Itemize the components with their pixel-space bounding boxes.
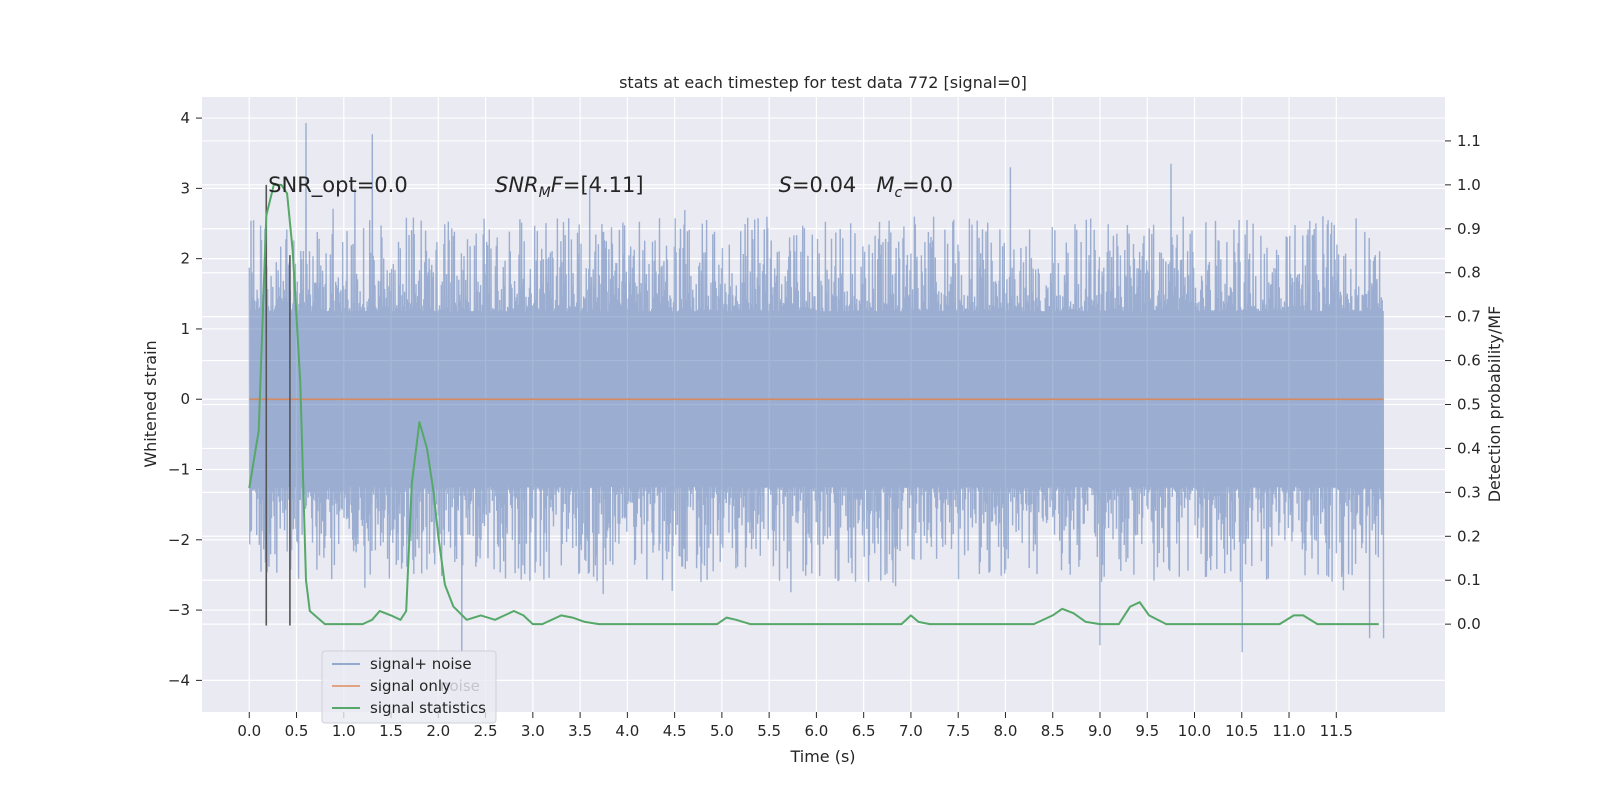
y-right-tick-label: 0.7 (1457, 308, 1481, 326)
y-right-tick-label: 0.5 (1457, 396, 1481, 414)
y-left-tick-label: 4 (180, 109, 190, 127)
legend-box (321, 650, 497, 724)
x-tick-label: 4.0 (615, 722, 639, 740)
annotation-snr-opt: SNR_opt=0.0 (268, 173, 408, 198)
y-left-tick-label: 1 (180, 320, 190, 338)
y-left-tick-label: 2 (180, 250, 190, 268)
y-right-tick-label: 0.3 (1457, 483, 1481, 501)
x-tick-label: 5.0 (710, 722, 734, 740)
annotation-snr-mf: SNRMF=[4.11] (495, 173, 644, 201)
x-tick-label: 11.0 (1272, 722, 1305, 740)
annotation-s-mc: S=0.04 Mc=0.0 (779, 173, 954, 201)
x-tick-label: 8.0 (994, 722, 1018, 740)
legend-label: signal only (370, 677, 451, 695)
y-right-tick-label: 0.1 (1457, 571, 1481, 589)
legend-label: signal statistics (370, 699, 486, 717)
y-right-tick-label: 0.2 (1457, 527, 1481, 545)
vertical-markers (265, 184, 291, 626)
x-tick-label: 3.0 (521, 722, 545, 740)
y-left-tick-label: 0 (180, 390, 190, 408)
x-tick-label: 10.5 (1225, 722, 1258, 740)
x-tick-label: 8.5 (1041, 722, 1065, 740)
y-right-tick-label: 0.8 (1457, 264, 1481, 282)
x-tick-label: 9.0 (1088, 722, 1112, 740)
legend-label: signal+ noise (370, 655, 472, 673)
x-tick-label: 0.5 (285, 722, 309, 740)
y-right-tick-label: 0.0 (1457, 615, 1481, 633)
y-left-tick-label: −1 (168, 461, 190, 479)
chart-title: stats at each timestep for test data 772… (619, 73, 1027, 92)
statistics-line (248, 183, 1379, 626)
x-tick-label: 11.5 (1320, 722, 1353, 740)
y-left-tick-label: −2 (168, 531, 190, 549)
y-right-tick-label: 0.9 (1457, 220, 1481, 238)
x-tick-label: 5.5 (757, 722, 781, 740)
y-right-tick-label: 0.4 (1457, 439, 1481, 457)
y-axis-label-left: Whitened strain (141, 340, 160, 467)
x-tick-label: 0.0 (237, 722, 261, 740)
x-tick-label: 2.5 (474, 722, 498, 740)
y-right-tick-label: 0.6 (1457, 352, 1481, 370)
x-tick-label: 1.5 (379, 722, 403, 740)
x-tick-label: 10.0 (1178, 722, 1211, 740)
x-tick-label: 7.5 (946, 722, 970, 740)
y-left-tick-label: 3 (180, 179, 190, 197)
legend: noise signal+ noise signal only signal sta… (321, 650, 497, 724)
y-right-tick-label: 1.0 (1457, 176, 1481, 194)
x-axis-label: Time (s) (789, 747, 855, 766)
y-left-tick-label: −4 (168, 671, 190, 689)
y-left-tick-label: −3 (168, 601, 190, 619)
x-tick-label: 2.0 (426, 722, 450, 740)
annotations: SNR_opt=0.0 SNRMF=[4.11] S=0.04 Mc=0.0 (268, 173, 953, 201)
x-tick-label: 7.0 (899, 722, 923, 740)
y-axis-label-right: Detection probability/MF (1485, 306, 1504, 503)
x-tick-label: 6.0 (804, 722, 828, 740)
x-tick-label: 3.5 (568, 722, 592, 740)
legend-ghost-text: noise (440, 677, 480, 695)
axis-ticks: 0.0 0.5 1.0 1.5 2.0 2.5 3.0 3.5 4.0 4.5 5.0 5.5 6.0 6… (168, 109, 1481, 740)
series-signal-statistics (248, 183, 1379, 626)
series-signal-noise (248, 122, 1385, 653)
x-tick-label: 1.0 (332, 722, 356, 740)
noise-line (248, 122, 1385, 653)
x-tick-label: 4.5 (663, 722, 687, 740)
y-right-tick-label: 1.1 (1457, 132, 1481, 150)
x-tick-label: 9.5 (1135, 722, 1159, 740)
x-tick-label: 6.5 (852, 722, 876, 740)
